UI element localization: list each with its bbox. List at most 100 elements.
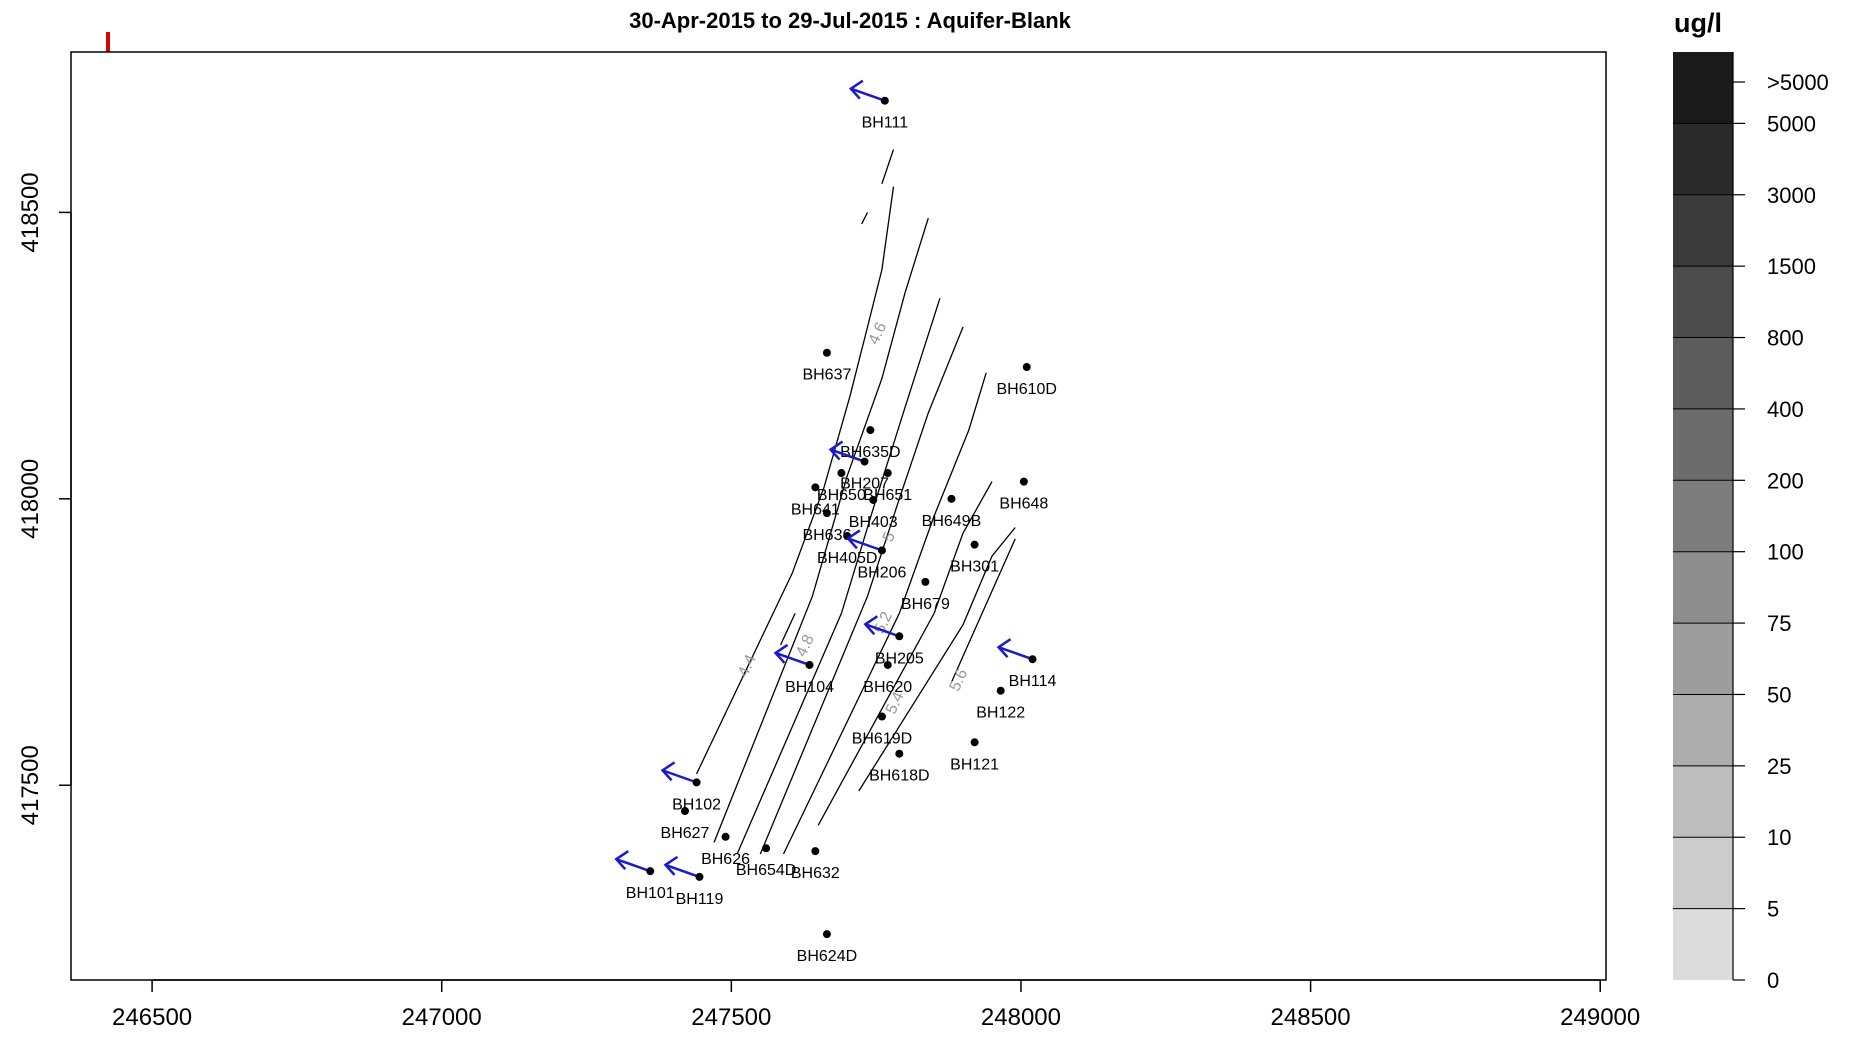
contour-label: 5.6 xyxy=(947,666,972,693)
legend-level-label: 25 xyxy=(1767,754,1791,779)
borehole-point xyxy=(996,686,1005,695)
legend-level-label: >5000 xyxy=(1767,70,1829,95)
borehole-label: BH122 xyxy=(976,705,1025,722)
borehole-point xyxy=(895,749,904,758)
borehole-point xyxy=(721,832,730,841)
borehole-point xyxy=(1019,477,1028,486)
borehole-label: BH679 xyxy=(901,596,950,613)
flow-arrow-head xyxy=(773,643,789,664)
borehole-label: BH618D xyxy=(869,768,929,785)
legend-level-label: 5 xyxy=(1767,897,1779,922)
borehole-label: BH650 xyxy=(817,487,866,504)
flow-arrow xyxy=(850,87,886,102)
flow-arrow-head xyxy=(828,440,844,461)
legend-level-label: 10 xyxy=(1767,825,1791,850)
borehole-label: BH637 xyxy=(802,367,851,384)
borehole-point xyxy=(695,872,704,881)
x-tick-label: 248000 xyxy=(981,1004,1061,1031)
legend-swatch xyxy=(1673,266,1733,338)
flow-arrow-head xyxy=(863,615,879,636)
borehole-point xyxy=(805,660,814,669)
borehole-label: BH624D xyxy=(797,948,857,965)
borehole-point xyxy=(692,778,701,787)
legend-level-label: 100 xyxy=(1767,540,1804,565)
borehole-label: BH111 xyxy=(862,115,909,132)
borehole-point xyxy=(869,495,878,504)
legend-swatch xyxy=(1673,480,1733,552)
borehole-label: BH104 xyxy=(785,679,834,696)
borehole-point xyxy=(681,807,689,816)
contour-label: 4.6 xyxy=(865,320,890,347)
contour-line xyxy=(782,372,987,855)
borehole-point xyxy=(646,867,655,876)
legend-level-label: 1500 xyxy=(1767,254,1816,279)
legend-level-label: 200 xyxy=(1767,468,1804,493)
contour-line xyxy=(713,217,929,843)
contour-line xyxy=(696,186,895,775)
flow-arrow-head xyxy=(614,850,629,870)
legend-level-label: 50 xyxy=(1767,682,1791,707)
borehole-point xyxy=(822,348,831,357)
borehole-point xyxy=(877,712,886,721)
borehole-point xyxy=(822,509,831,518)
borehole-point xyxy=(762,844,771,853)
flow-arrow-head xyxy=(996,638,1012,659)
borehole-label: BH405D xyxy=(817,550,877,567)
legend-swatch xyxy=(1673,908,1733,980)
concentration-legend: ug/l 0 5 10 25 50 75 100 200 400 800 1500 3000 5000 >… xyxy=(1673,8,1829,993)
borehole-point xyxy=(877,546,886,555)
borehole-label: BH206 xyxy=(857,564,906,581)
borehole-label: BH648 xyxy=(999,496,1048,513)
legend-level-label: 400 xyxy=(1767,397,1804,422)
borehole-point xyxy=(1028,655,1037,664)
flow-arrow-head xyxy=(846,529,861,550)
borehole-point xyxy=(860,457,869,466)
borehole-label: BH119 xyxy=(676,891,724,908)
flow-arrow-head xyxy=(663,855,679,876)
legend-unit: ug/l xyxy=(1674,8,1722,38)
contour-line xyxy=(759,326,964,855)
borehole-label: BH205 xyxy=(875,650,924,667)
legend-swatch xyxy=(1673,408,1733,481)
legend-level-label: 800 xyxy=(1767,326,1804,351)
legend-level-label: 75 xyxy=(1767,611,1791,636)
borehole-point xyxy=(811,847,820,856)
borehole-point xyxy=(866,426,875,435)
legend-swatch xyxy=(1673,551,1733,624)
borehole-label: BH301 xyxy=(950,559,999,576)
chart-title: 30-Apr-2015 to 29-Jul-2015 : Aquifer-Bla… xyxy=(629,8,1072,33)
borehole-point xyxy=(822,930,831,939)
contour-line xyxy=(881,149,895,185)
borehole-point xyxy=(811,483,820,492)
borehole-label: BH649B xyxy=(922,513,982,530)
borehole-label: BH121 xyxy=(950,756,999,773)
borehole-label: BH114 xyxy=(1009,673,1057,690)
legend-level-label: 5000 xyxy=(1767,111,1816,136)
borehole-label: BH636 xyxy=(802,527,851,544)
borehole-points: BH111BH637BH610DBH635DBH207BH650BH651BH6… xyxy=(614,79,1057,965)
contour-label: 5 xyxy=(880,529,899,544)
x-tick-label: 248500 xyxy=(1271,1004,1351,1031)
y-tick-label: 418500 xyxy=(17,172,44,252)
borehole-label: BH632 xyxy=(791,865,840,882)
y-tick-label: 417500 xyxy=(17,745,44,825)
borehole-label: BH403 xyxy=(849,514,898,531)
legend-swatch xyxy=(1673,623,1733,695)
borehole-point xyxy=(970,540,979,549)
flow-arrow xyxy=(998,646,1033,661)
borehole-point xyxy=(880,96,889,105)
legend-swatch xyxy=(1673,337,1733,409)
borehole-point xyxy=(883,469,892,478)
contour-line xyxy=(858,527,1016,792)
borehole-label: BH619D xyxy=(852,730,912,747)
legend-swatch xyxy=(1673,194,1733,267)
x-tick-label: 246500 xyxy=(112,1004,192,1031)
flow-arrow xyxy=(830,448,865,463)
flow-arrow xyxy=(665,863,700,879)
borehole-label: BH626 xyxy=(701,851,750,868)
legend-swatch xyxy=(1673,123,1733,195)
x-tick-label: 247500 xyxy=(691,1004,771,1031)
borehole-label: BH207 xyxy=(840,476,889,493)
contour-label: 4.4 xyxy=(735,652,760,679)
